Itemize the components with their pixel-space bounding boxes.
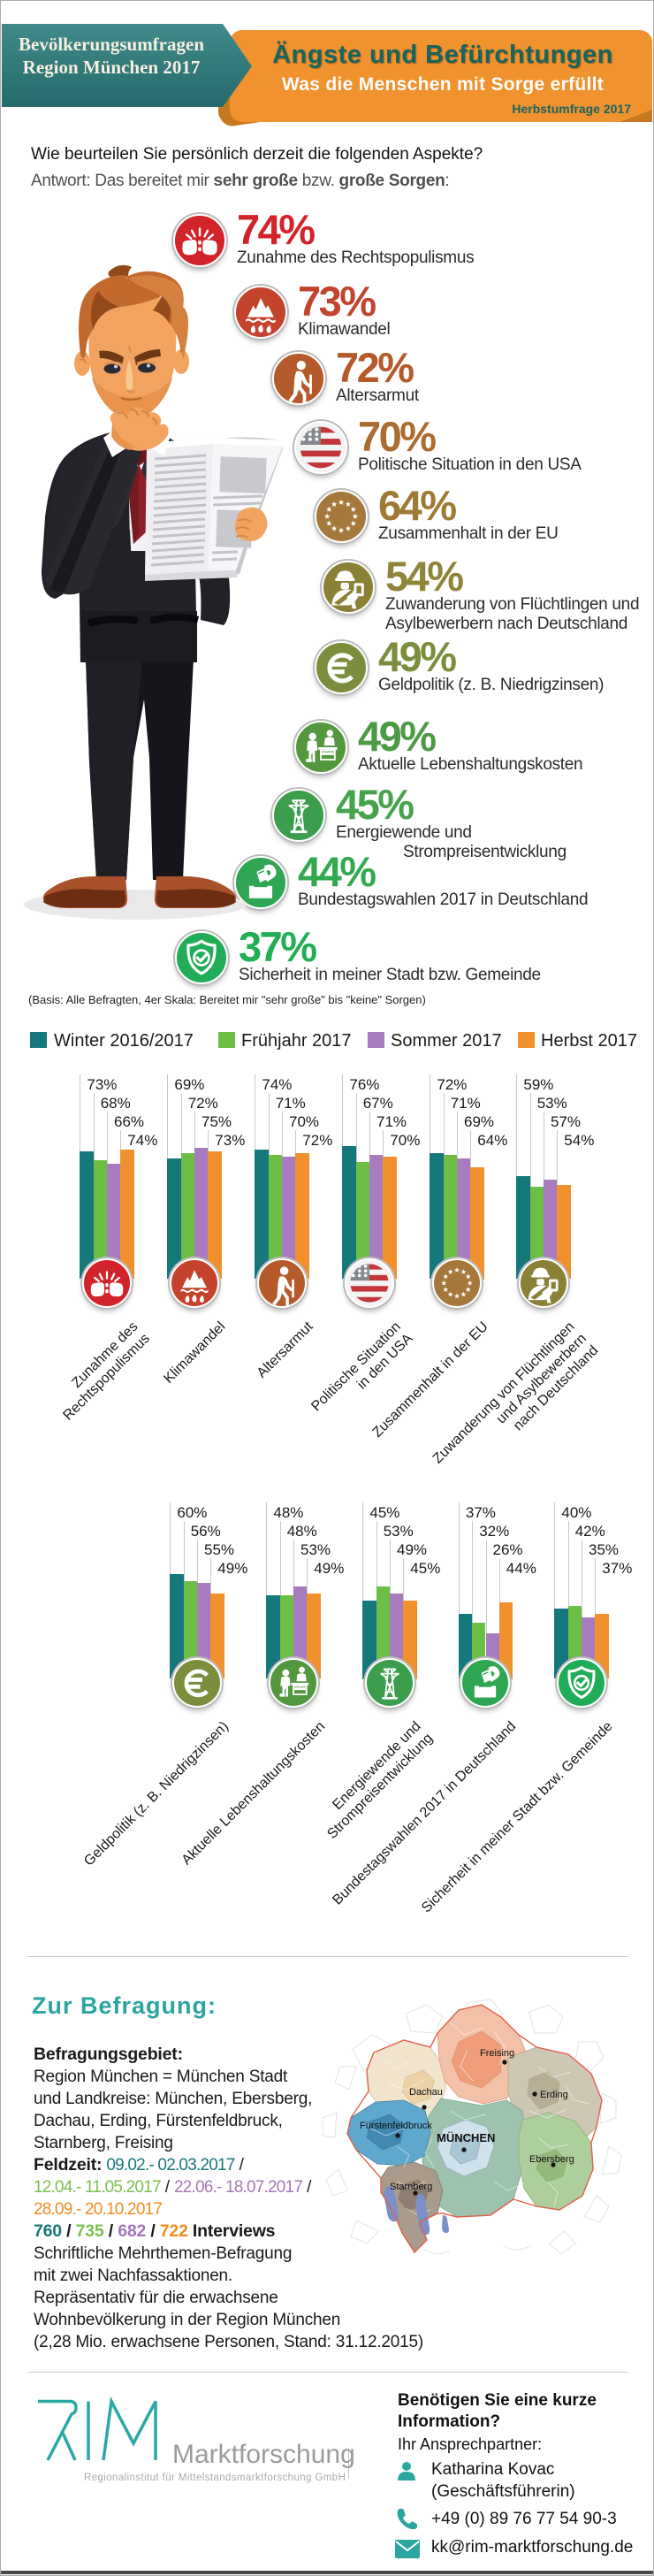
svg-text:MÜNCHEN: MÜNCHEN bbox=[437, 2131, 495, 2144]
svg-text:Dachau: Dachau bbox=[409, 2087, 443, 2098]
svg-text:Ebersberg: Ebersberg bbox=[529, 2154, 574, 2165]
svg-text:Marktforschung: Marktforschung bbox=[172, 2440, 355, 2469]
svg-text:Regionalinstitut für Mittels: Regionalinstitut für Mittelstandsmarktfo… bbox=[84, 2473, 346, 2483]
svg-text:Starnberg: Starnberg bbox=[390, 2182, 432, 2192]
svg-text:Freising: Freising bbox=[480, 2048, 514, 2059]
svg-text:Erding: Erding bbox=[540, 2090, 568, 2100]
svg-text:Fürstenfeldbruck: Fürstenfeldbruck bbox=[360, 2121, 432, 2131]
